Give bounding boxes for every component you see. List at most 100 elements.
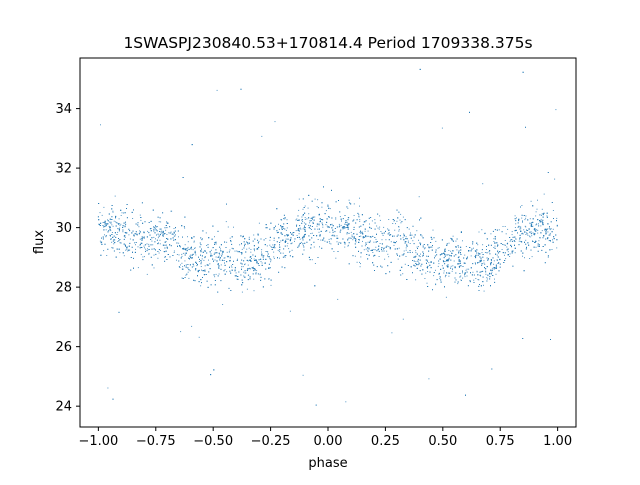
data-point	[293, 232, 295, 233]
data-point	[157, 257, 159, 259]
data-point	[375, 238, 377, 240]
data-point	[141, 239, 143, 241]
data-point	[282, 256, 284, 258]
data-point	[342, 238, 344, 240]
data-point	[166, 222, 168, 224]
data-point	[115, 221, 117, 223]
data-point	[363, 249, 365, 251]
data-point	[185, 249, 187, 251]
data-point	[192, 253, 194, 255]
data-point	[367, 241, 369, 243]
data-point	[435, 283, 437, 285]
data-point	[376, 250, 378, 252]
data-point	[441, 127, 443, 129]
data-point	[531, 226, 533, 227]
data-point	[520, 226, 522, 228]
data-point	[482, 270, 484, 272]
data-point	[345, 221, 347, 223]
data-point	[409, 243, 411, 244]
data-point	[139, 244, 141, 246]
data-point	[480, 271, 482, 273]
data-point	[173, 235, 175, 237]
data-point	[495, 253, 497, 255]
data-point	[157, 216, 159, 218]
data-point	[163, 235, 164, 237]
data-point	[199, 242, 201, 244]
data-point	[105, 224, 107, 226]
data-point	[105, 225, 107, 227]
data-point	[486, 249, 487, 250]
data-point	[128, 228, 130, 230]
data-point	[514, 241, 516, 242]
data-point	[410, 237, 412, 239]
data-point	[186, 248, 188, 250]
data-point	[529, 235, 530, 237]
data-point	[491, 260, 492, 262]
data-point	[525, 126, 526, 128]
data-point	[358, 250, 359, 252]
data-point	[260, 238, 262, 240]
data-point	[326, 221, 328, 223]
data-point	[511, 246, 512, 248]
data-point	[365, 243, 367, 245]
data-point	[260, 279, 262, 281]
data-point	[159, 231, 161, 232]
data-point	[229, 249, 231, 251]
data-point	[370, 250, 372, 251]
data-point	[398, 226, 400, 227]
data-point	[470, 272, 471, 274]
data-point	[296, 224, 298, 226]
data-point	[104, 225, 106, 227]
data-point	[178, 242, 180, 244]
data-point	[373, 241, 375, 243]
data-point	[473, 247, 474, 249]
data-point	[137, 224, 139, 226]
data-point	[450, 237, 452, 239]
data-point	[204, 270, 206, 272]
data-point	[316, 225, 318, 227]
data-point	[489, 273, 490, 275]
data-point	[146, 236, 148, 238]
data-point	[237, 258, 238, 260]
data-point	[105, 235, 107, 237]
data-point	[125, 232, 127, 234]
data-point	[353, 229, 355, 230]
data-point	[183, 226, 185, 228]
data-point	[104, 234, 105, 236]
data-point	[229, 237, 231, 239]
data-point	[495, 267, 497, 269]
data-point	[282, 228, 284, 229]
data-point	[222, 304, 224, 305]
data-point	[526, 229, 527, 231]
data-point	[448, 254, 450, 256]
data-point	[494, 236, 496, 238]
data-point	[254, 268, 256, 270]
data-point	[203, 274, 205, 276]
data-point	[319, 218, 321, 220]
data-point	[531, 256, 533, 258]
data-point	[246, 269, 248, 271]
data-point	[358, 216, 360, 218]
data-point	[491, 368, 493, 370]
data-point	[100, 254, 102, 256]
data-point	[187, 246, 189, 248]
data-point	[405, 238, 407, 240]
data-point	[184, 227, 186, 229]
data-point	[265, 251, 267, 252]
data-point	[464, 272, 466, 274]
data-point	[286, 219, 288, 221]
data-point	[398, 229, 400, 231]
data-point	[112, 210, 114, 212]
data-point	[545, 231, 547, 233]
data-point	[290, 243, 292, 245]
data-point	[185, 274, 187, 276]
data-point	[536, 229, 538, 231]
data-point	[485, 268, 487, 270]
data-point	[351, 236, 353, 238]
data-point	[374, 228, 376, 230]
data-point	[139, 238, 141, 240]
data-point	[546, 215, 548, 217]
data-point	[330, 238, 332, 240]
data-point	[282, 239, 284, 241]
